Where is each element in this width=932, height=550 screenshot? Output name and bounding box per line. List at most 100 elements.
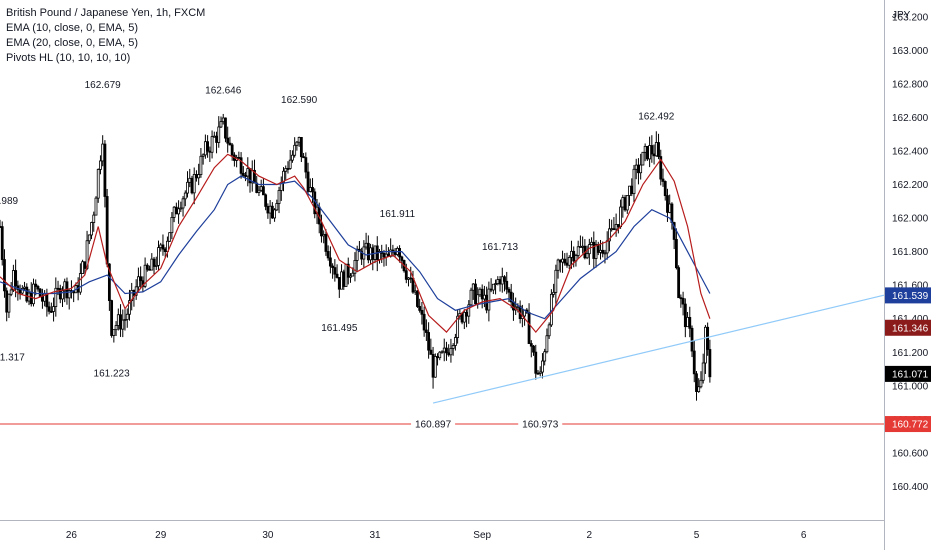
- candle-down: [47, 306, 51, 312]
- candle-down: [3, 259, 6, 292]
- candle-down: [507, 288, 511, 293]
- y-tick-label: 163.000: [892, 46, 929, 57]
- plot-area[interactable]: 161.989 161.317 162.679 161.223 162.646 162.5…: [0, 80, 885, 431]
- candle-up: [197, 174, 201, 179]
- candle-down: [465, 311, 468, 317]
- legend-ema10: EMA (10, close, 0, EMA, 5): [6, 22, 139, 34]
- y-tick-label: 161.400: [892, 314, 929, 325]
- candle-down: [14, 270, 18, 287]
- candle-up: [282, 170, 285, 183]
- candle-up: [552, 291, 556, 295]
- candle-down: [427, 332, 431, 351]
- y-tick-label: 161.000: [892, 381, 929, 392]
- candle-up: [476, 294, 480, 305]
- candle-down: [498, 279, 502, 285]
- candle-up: [201, 154, 205, 157]
- candle-down: [565, 262, 569, 266]
- candle-down: [592, 241, 596, 259]
- candle-down: [692, 350, 696, 375]
- candle-down: [672, 222, 676, 240]
- candle-down: [683, 303, 687, 328]
- pivot-label: 161.989: [0, 196, 19, 207]
- candle-down: [623, 197, 627, 211]
- candle-down: [474, 283, 477, 305]
- x-tick-label: 31: [369, 530, 381, 541]
- ema20-line: [0, 175, 711, 320]
- candle-up: [170, 216, 174, 234]
- candle-down: [429, 349, 433, 355]
- candle-down: [49, 310, 53, 313]
- candle-down: [72, 291, 76, 294]
- candle-down: [83, 261, 87, 269]
- candle-up: [121, 319, 125, 330]
- y-tick-label: 161.600: [892, 281, 929, 292]
- candle-down: [264, 194, 268, 207]
- candle-up: [462, 311, 466, 323]
- candle-up: [628, 185, 631, 196]
- time-axis[interactable]: 26 29 30 31 Sep 2 5 6: [0, 520, 884, 542]
- price-axis-bg: [884, 0, 932, 550]
- y-tick-label: 162.200: [892, 180, 929, 191]
- candle-up: [704, 326, 707, 364]
- candle-down: [152, 258, 156, 267]
- pivot-label: 162.590: [281, 95, 318, 106]
- candle-up: [491, 283, 495, 291]
- candle-down: [326, 251, 330, 259]
- candle-up: [291, 154, 294, 161]
- candle-down: [335, 273, 339, 278]
- chart-legend: British Pound / Japanese Yen, 1h, FXCM E…: [6, 6, 205, 66]
- pivot-label: 161.317: [0, 353, 25, 364]
- candle-up: [78, 273, 82, 293]
- candle-down: [34, 283, 38, 287]
- candle-down: [328, 257, 332, 267]
- candle-up: [101, 143, 105, 162]
- candle-down: [563, 258, 567, 264]
- candle-down: [445, 347, 448, 354]
- candle-up: [210, 136, 214, 153]
- price-tag-label: 160.772: [892, 420, 929, 431]
- currency-label: JPY: [892, 10, 911, 21]
- candle-up: [451, 345, 455, 349]
- candle-up: [639, 164, 643, 174]
- candle-down: [572, 250, 576, 262]
- candle-down: [174, 206, 178, 215]
- candle-up: [96, 169, 100, 199]
- y-tick-label: 162.600: [892, 113, 929, 124]
- candle-down: [45, 293, 49, 308]
- candle-up: [199, 155, 203, 175]
- candle-up: [654, 142, 658, 157]
- candle-down: [424, 329, 428, 333]
- candle-down: [398, 248, 401, 258]
- candle-up: [297, 137, 301, 143]
- candle-up: [20, 288, 24, 294]
- candle-up: [469, 289, 473, 306]
- pivot-label-bg: [411, 417, 456, 431]
- candle-down: [333, 267, 337, 275]
- candle-down: [25, 286, 29, 302]
- candle-up: [308, 187, 312, 192]
- candle-up: [585, 253, 589, 259]
- candle-down: [270, 205, 274, 219]
- candle-up: [177, 208, 180, 215]
- candle-down: [527, 312, 531, 344]
- candle-up: [478, 288, 482, 296]
- candle-up: [99, 160, 102, 170]
- candle-up: [219, 121, 223, 128]
- candle-up: [413, 290, 417, 293]
- candle-up: [407, 277, 410, 280]
- ema10-line: [0, 153, 711, 334]
- y-tick-label: 161.800: [892, 247, 929, 258]
- candle-up: [561, 258, 564, 263]
- candle-up: [554, 269, 558, 293]
- candle-up: [621, 197, 625, 208]
- candle-up: [567, 257, 571, 266]
- candle-up: [268, 205, 272, 214]
- candle-down: [536, 372, 540, 375]
- candle-down: [306, 171, 310, 192]
- pivot-label: 162.679: [85, 80, 122, 91]
- candle-down: [645, 145, 649, 160]
- pivot-label: 160.897: [415, 420, 452, 431]
- candle-down: [489, 288, 493, 291]
